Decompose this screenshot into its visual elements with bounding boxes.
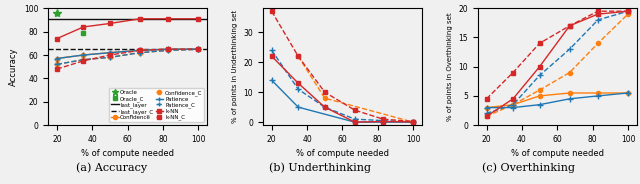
Text: (c) Overthinking: (c) Overthinking <box>481 162 575 173</box>
X-axis label: % of compute needed: % of compute needed <box>511 149 604 158</box>
Y-axis label: % of points in Overthinking set: % of points in Overthinking set <box>447 12 452 121</box>
Legend: Oracle, Oracle_C, last_layer, last_layer_C, Confidence, Confidence_C, Patience, : Oracle, Oracle_C, last_layer, last_layer… <box>109 88 204 122</box>
Text: (a) Accuracy: (a) Accuracy <box>76 162 148 173</box>
X-axis label: % of compute needed: % of compute needed <box>296 149 389 158</box>
Text: (b) Underthinking: (b) Underthinking <box>269 162 371 173</box>
X-axis label: % of compute needed: % of compute needed <box>81 149 174 158</box>
Y-axis label: % of points in Underthinking set: % of points in Underthinking set <box>232 10 238 123</box>
Y-axis label: Accuracy: Accuracy <box>9 47 18 86</box>
